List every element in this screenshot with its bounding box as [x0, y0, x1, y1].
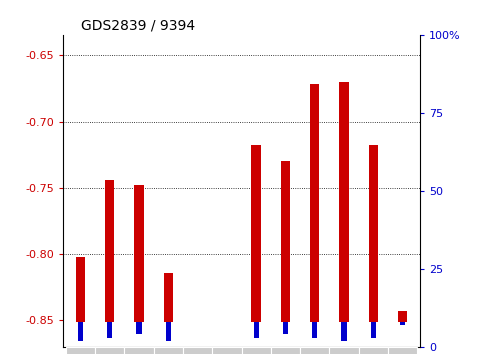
Text: GDS2839 / 9394: GDS2839 / 9394 [81, 19, 195, 33]
Bar [105, 180, 114, 322]
Bar [76, 257, 85, 322]
Bar [164, 273, 173, 322]
Bar [371, 322, 376, 338]
Bar [312, 322, 317, 338]
Bar [310, 85, 319, 322]
Bar [254, 322, 259, 338]
Bar [166, 322, 171, 341]
Bar [283, 322, 288, 335]
Bar [78, 322, 83, 341]
Bar [281, 161, 290, 322]
Bar [134, 185, 143, 322]
Bar [341, 322, 347, 341]
Bar [340, 82, 349, 322]
Bar [369, 145, 378, 322]
Bar [252, 145, 261, 322]
Bar [107, 322, 112, 338]
Bar [400, 322, 405, 325]
Bar [136, 322, 142, 335]
Bar [398, 311, 407, 322]
